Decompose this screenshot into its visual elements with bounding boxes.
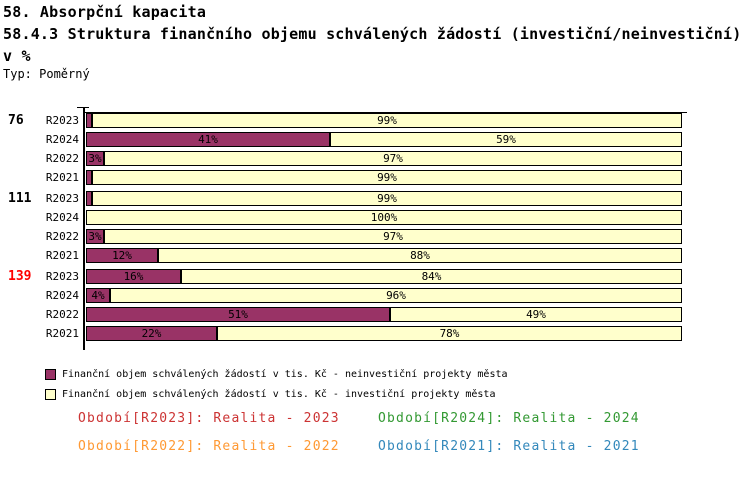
segment-value-label: 16% bbox=[123, 270, 144, 283]
bar-segment-investicni: 97% bbox=[104, 151, 682, 166]
row-period-label: R2022 bbox=[45, 308, 79, 321]
bar-segment-neinvesticni: 16% bbox=[86, 269, 181, 284]
bar-segment-investicni: 96% bbox=[110, 288, 682, 303]
neinvesticni-swatch-icon bbox=[45, 369, 56, 380]
row-period-label: R2022 bbox=[45, 230, 79, 243]
bar-segment-neinvesticni bbox=[86, 191, 92, 206]
segment-value-label: 3% bbox=[88, 152, 102, 165]
row-period-label: R2021 bbox=[45, 249, 79, 262]
bar-segment-investicni: 99% bbox=[92, 113, 682, 128]
bar-row: 51% 49% bbox=[86, 307, 682, 322]
row-period-label: R2021 bbox=[45, 171, 79, 184]
segment-value-label: 12% bbox=[112, 249, 132, 262]
series-legend-label: Finanční objem schválených žádostí v tis… bbox=[62, 369, 508, 380]
bar-row: 4% 96% bbox=[86, 288, 682, 303]
period-legend-r2022: Období[R2022]: Realita - 2022 bbox=[78, 439, 340, 454]
period-legend-r2021: Období[R2021]: Realita - 2021 bbox=[378, 439, 640, 454]
bar-row: 99% bbox=[86, 113, 682, 128]
bar-row: 12% 88% bbox=[86, 248, 682, 263]
bar-segment-investicni: 88% bbox=[158, 248, 682, 263]
segment-value-label: 99% bbox=[377, 114, 397, 127]
series-legend-item-investicni: Finanční objem schválených žádostí v tis… bbox=[45, 389, 495, 400]
bar-segment-investicni: 49% bbox=[390, 307, 682, 322]
bar-segment-neinvesticni bbox=[86, 113, 92, 128]
series-legend-item-neinvesticni: Finanční objem schválených žádostí v tis… bbox=[45, 369, 508, 380]
chart-title-unit: v % bbox=[3, 47, 31, 65]
segment-value-label: 97% bbox=[383, 152, 403, 165]
segment-value-label: 51% bbox=[228, 308, 248, 321]
bar-segment-investicni: 78% bbox=[217, 326, 682, 341]
row-period-label: R2024 bbox=[45, 289, 79, 302]
bar-row: 3% 97% bbox=[86, 229, 682, 244]
series-legend-label: Finanční objem schválených žádostí v tis… bbox=[62, 389, 496, 400]
period-legend-r2023: Období[R2023]: Realita - 2023 bbox=[78, 411, 340, 426]
row-period-label: R2024 bbox=[45, 133, 79, 146]
group-count-label: 139 bbox=[8, 269, 32, 284]
row-period-label: R2022 bbox=[45, 152, 79, 165]
bar-segment-neinvesticni: 51% bbox=[86, 307, 390, 322]
row-period-label: R2023 bbox=[45, 192, 79, 205]
plot-top-border bbox=[83, 112, 687, 113]
segment-value-label: 99% bbox=[377, 171, 397, 184]
bar-segment-investicni: 84% bbox=[181, 269, 682, 284]
bar-segment-investicni: 100% bbox=[86, 210, 682, 225]
bar-segment-neinvesticni: 3% bbox=[86, 229, 104, 244]
segment-value-label: 97% bbox=[383, 230, 403, 243]
bar-row: 16% 84% bbox=[86, 269, 682, 284]
bar-segment-investicni: 99% bbox=[92, 170, 682, 185]
segment-value-label: 3% bbox=[88, 230, 102, 243]
y-axis-line bbox=[83, 107, 85, 350]
investicni-swatch-icon bbox=[45, 389, 56, 400]
bar-segment-neinvesticni: 4% bbox=[86, 288, 110, 303]
segment-value-label: 84% bbox=[421, 270, 442, 283]
bar-segment-investicni: 97% bbox=[104, 229, 682, 244]
segment-value-label: 4% bbox=[91, 289, 105, 302]
bar-segment-neinvesticni: 12% bbox=[86, 248, 158, 263]
bar-row: 41% 59% bbox=[86, 132, 682, 147]
bar-row: 22% 78% bbox=[86, 326, 682, 341]
row-period-label: R2024 bbox=[45, 211, 79, 224]
segment-value-label: 49% bbox=[526, 308, 546, 321]
segment-value-label: 22% bbox=[141, 327, 162, 340]
chart-title: 58.4.3 Struktura finančního objemu schvá… bbox=[3, 25, 742, 43]
segment-value-label: 78% bbox=[439, 327, 460, 340]
segment-value-label: 100% bbox=[370, 211, 398, 224]
bar-segment-investicni: 59% bbox=[330, 132, 682, 147]
bar-segment-neinvesticni: 41% bbox=[86, 132, 330, 147]
bar-segment-investicni: 99% bbox=[92, 191, 682, 206]
segment-value-label: 41% bbox=[198, 133, 218, 146]
segment-value-label: 99% bbox=[377, 192, 397, 205]
row-period-label: R2023 bbox=[45, 114, 79, 127]
bar-segment-neinvesticni: 3% bbox=[86, 151, 104, 166]
bar-segment-neinvesticni bbox=[86, 170, 92, 185]
bar-row: 99% bbox=[86, 170, 682, 185]
group-count-label: 76 bbox=[8, 113, 24, 128]
bar-segment-neinvesticni: 22% bbox=[86, 326, 217, 341]
period-legend-r2024: Období[R2024]: Realita - 2024 bbox=[378, 411, 640, 426]
report-title: 58. Absorpční kapacita bbox=[3, 3, 207, 21]
bar-row: 100% bbox=[86, 210, 682, 225]
row-period-label: R2023 bbox=[45, 270, 79, 283]
bar-row: 99% bbox=[86, 191, 682, 206]
group-count-label: 111 bbox=[8, 191, 32, 206]
segment-value-label: 96% bbox=[386, 289, 406, 302]
row-period-label: R2021 bbox=[45, 327, 79, 340]
segment-value-label: 88% bbox=[410, 249, 430, 262]
segment-value-label: 59% bbox=[496, 133, 516, 146]
bar-row: 3% 97% bbox=[86, 151, 682, 166]
chart-type-label: Typ: Poměrný bbox=[3, 67, 90, 81]
